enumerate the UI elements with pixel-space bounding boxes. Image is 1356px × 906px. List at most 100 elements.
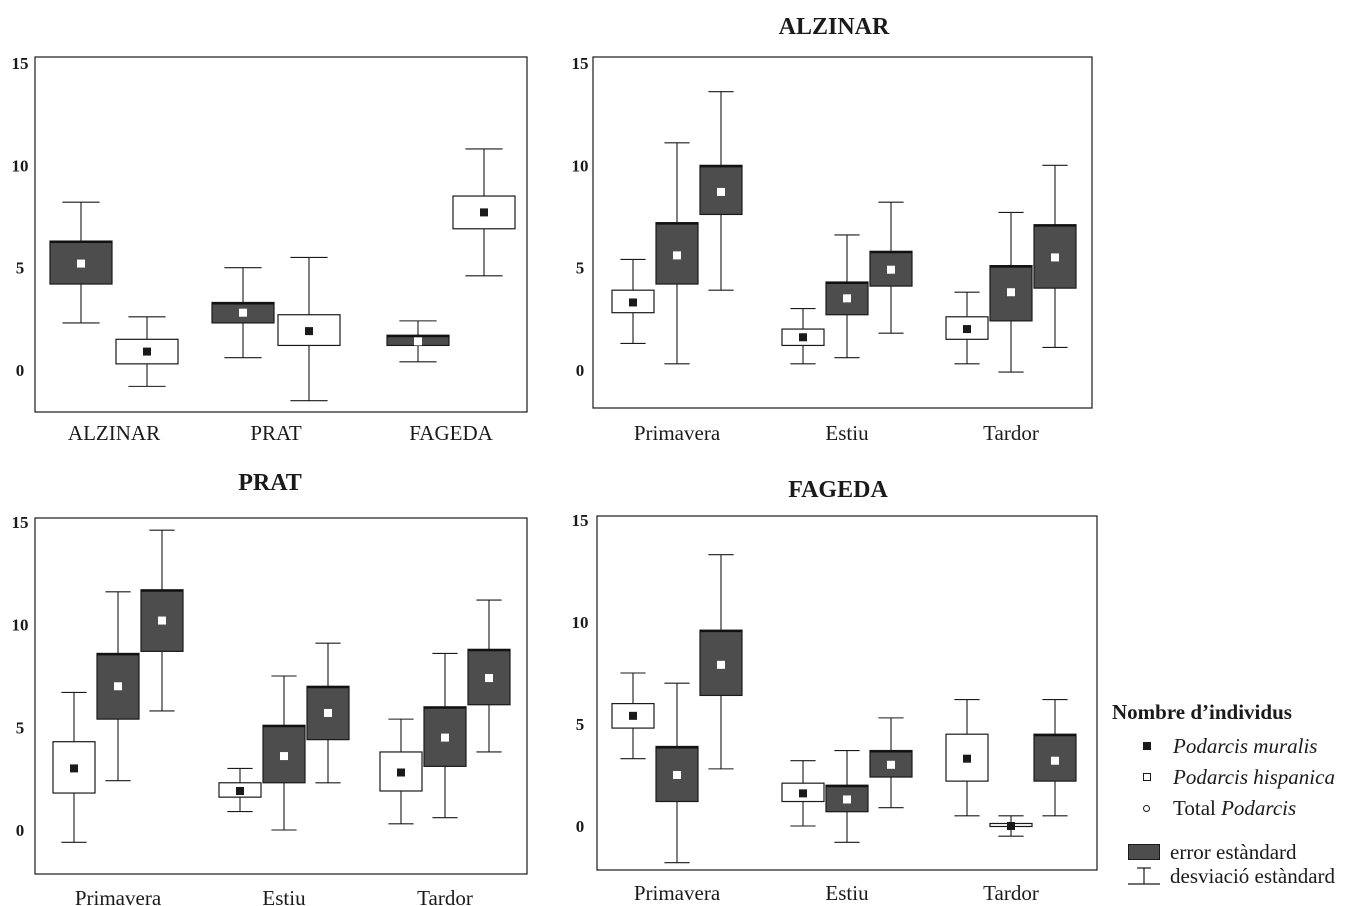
legend-item-hispanica: Podarcis hispanica	[1112, 762, 1352, 793]
box-total	[869, 201, 913, 334]
box-hispanica	[989, 815, 1033, 837]
legend-title: Nombre d’individus	[1112, 700, 1292, 724]
legend-label-error: error estàndard	[1170, 840, 1297, 864]
x-category-label: Primavera	[75, 886, 162, 906]
se-box	[945, 733, 989, 782]
x-category-label: Tardor	[983, 421, 1039, 445]
x-category-label: Tardor	[417, 886, 473, 906]
box-hispanica	[825, 234, 869, 359]
chart-panel-1: 0 5 10 15 ALZINAR PRAT FAGEDA	[12, 54, 528, 445]
mean-marker	[843, 294, 851, 303]
box-hispanica	[825, 749, 869, 843]
mean-marker	[799, 789, 807, 798]
legend-item-sd: desviació estàndard	[1112, 864, 1352, 888]
mean-marker	[305, 327, 313, 336]
mean-marker	[397, 768, 405, 777]
box-muralis	[52, 691, 96, 843]
box-muralis	[611, 258, 655, 344]
box-total	[869, 717, 913, 809]
mean-marker	[70, 764, 78, 773]
mean-marker	[963, 325, 971, 334]
x-category-label: ALZINAR	[68, 421, 160, 445]
y-tick-label: 15	[572, 54, 589, 73]
box-total	[1033, 698, 1077, 817]
legend-item-total: Total Podarcis	[1112, 793, 1352, 824]
box-total	[306, 642, 350, 784]
y-tick-label: 0	[16, 821, 25, 840]
filled-square-icon	[1143, 742, 1151, 750]
mean-marker	[1007, 288, 1015, 297]
box-hispanica	[423, 652, 467, 819]
box-muralis	[781, 308, 825, 365]
chart-panel-2: 0 5 10 15 Primavera Estiu Tardor ALZINAR	[572, 14, 1093, 445]
box-muralis	[211, 267, 275, 359]
y-tick-label: 10	[12, 156, 29, 175]
mean-marker	[77, 259, 85, 268]
circle-icon	[1143, 805, 1150, 812]
mean-marker	[324, 708, 332, 717]
box-total	[699, 91, 743, 291]
box-muralis	[945, 291, 989, 365]
box-muralis	[611, 672, 655, 760]
legend-item-muralis: Podarcis muralis	[1112, 731, 1352, 762]
box-hispanica	[655, 682, 699, 864]
plot-frame	[592, 56, 1093, 409]
mean-marker	[717, 660, 725, 669]
x-category-label: Estiu	[825, 421, 869, 445]
chart-title: PRAT	[238, 470, 302, 496]
mean-marker	[1007, 822, 1015, 830]
x-category-label: Primavera	[634, 881, 721, 905]
mean-marker	[963, 754, 971, 763]
x-category-label: Tardor	[983, 881, 1039, 905]
mean-marker	[480, 208, 488, 217]
mean-marker	[280, 752, 288, 761]
legend-item-error: error estàndard	[1112, 840, 1352, 864]
y-tick-label: 0	[576, 361, 585, 380]
mean-marker	[1051, 756, 1059, 765]
mean-marker	[887, 265, 895, 274]
plot-frame	[34, 56, 528, 413]
box-muralis	[379, 718, 423, 825]
mean-marker	[114, 682, 122, 691]
box-total	[699, 554, 743, 770]
box-hispanica	[96, 591, 140, 782]
mean-marker	[887, 760, 895, 769]
y-tick-label: 10	[572, 156, 589, 175]
mean-marker	[236, 786, 244, 795]
box-muralis	[945, 698, 989, 817]
chart-title: FAGEDA	[788, 477, 888, 503]
mean-marker	[158, 616, 166, 625]
y-tick-label: 15	[12, 513, 29, 532]
box-muralis	[218, 767, 262, 813]
y-tick-label: 15	[12, 54, 29, 73]
mean-marker	[414, 337, 422, 346]
box-hispanica	[655, 142, 699, 365]
box-hispanica	[452, 148, 516, 277]
box-total	[1033, 164, 1077, 349]
mean-marker	[673, 251, 681, 260]
box-total	[140, 529, 184, 712]
mean-marker	[485, 674, 493, 683]
legend-label-total-prefix: Total	[1173, 796, 1222, 820]
x-category-label: PRAT	[250, 421, 302, 445]
legend-label-total-italic: Podarcis	[1221, 796, 1297, 820]
y-tick-label: 0	[16, 361, 25, 380]
plot-frame	[596, 515, 1098, 871]
y-tick-label: 10	[12, 616, 29, 635]
box-hispanica	[115, 316, 179, 387]
mean-marker	[239, 308, 247, 317]
se-box	[869, 749, 913, 778]
legend-label-muralis: Podarcis muralis	[1173, 734, 1318, 758]
y-tick-label: 5	[576, 715, 585, 734]
chart-title: ALZINAR	[779, 14, 890, 40]
y-tick-label: 5	[16, 259, 25, 278]
mean-marker	[717, 187, 725, 196]
legend: Nombre d’individus Podarcis muralis Poda…	[1112, 700, 1352, 888]
x-category-label: Estiu	[825, 881, 869, 905]
x-category-label: Primavera	[634, 421, 721, 445]
mean-marker	[143, 347, 151, 356]
mean-marker	[629, 298, 637, 307]
y-tick-label: 5	[16, 718, 25, 737]
se-box	[277, 314, 341, 347]
y-tick-label: 10	[572, 613, 589, 632]
